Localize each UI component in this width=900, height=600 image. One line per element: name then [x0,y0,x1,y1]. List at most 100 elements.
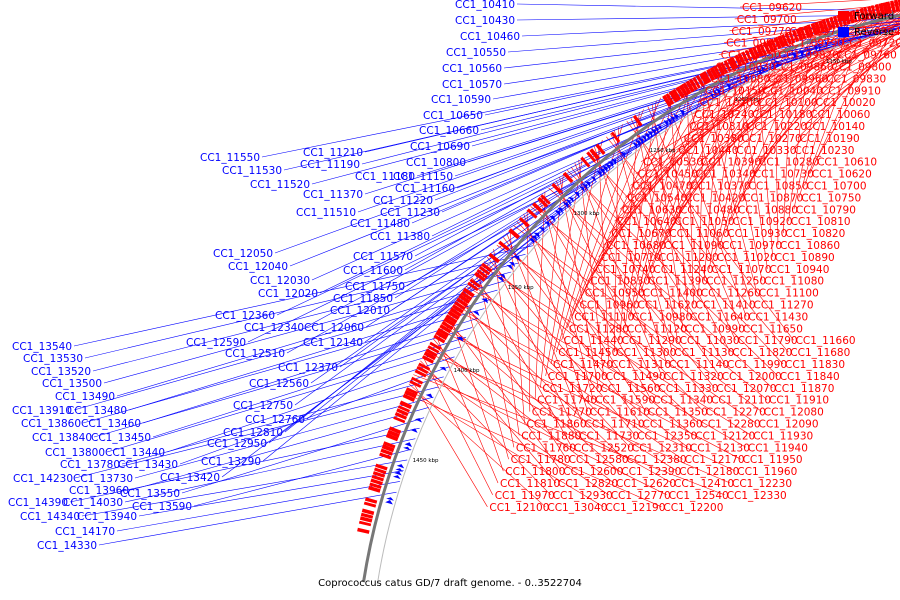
reverse-gene [396,464,405,469]
gene-label-forward: CC1_09640 [847,26,900,38]
gene-label-reverse: CC1_13290 [201,456,261,468]
gene-label-forward: CC1_10230 [794,145,854,157]
legend-item-reverse: Reverse [838,24,894,40]
map-caption: Coprococcus catus GD/7 draft genome. - 0… [318,578,582,589]
gene-label-forward: CC1_10930 [727,228,787,240]
leader-line [734,20,900,151]
leader-line [456,298,625,460]
forward-gene [859,7,866,21]
leader-line [306,212,564,420]
gene-label-reverse: CC1_13480 [67,405,127,417]
gene-label-reverse: CC1_12360 [215,310,275,322]
forward-gene [870,5,877,18]
leader-line [513,225,762,412]
leader-line [614,127,619,353]
forward-gene [532,202,544,214]
reverse-gene [679,109,685,117]
leader-line [468,281,689,448]
gene-label-forward: CC1_10730 [754,169,814,181]
gene-label-forward: CC1_11490 [606,371,666,383]
gene-label-reverse: CC1_12030 [250,275,310,287]
leader-line [411,75,758,224]
leader-line [739,0,872,8]
reverse-gene [472,311,480,316]
leader-line [526,210,531,412]
leader-line [594,146,668,365]
gene-label-reverse: CC1_14230 [13,473,73,485]
gene-label-reverse: CC1_11750 [345,281,405,293]
tick-label: 1400 kbp [454,368,480,374]
reverse-gene [709,91,714,99]
gene-label-reverse: CC1_10690 [410,141,470,153]
leader-line [598,143,610,365]
leader-line [698,71,705,293]
leader-line [166,356,455,453]
tick-label: 1250 kbp [650,148,676,154]
gene-label-forward: CC1_12600 [563,466,623,478]
gene-label-forward: CC1_12130 [690,442,750,454]
gene-label-reverse: CC1_14390 [8,497,68,509]
forward-gene [402,393,416,402]
leader-line [739,26,900,139]
leader-line [686,22,900,127]
forward-gene [734,54,743,67]
reverse-gene [528,238,535,244]
leader-line [614,18,828,222]
forward-gene [874,4,881,17]
genome-backbone-arc [362,13,900,583]
forward-gene [447,310,460,321]
leader-line [519,217,647,412]
leader-line [116,481,400,532]
gene-label-forward: CC1_11320 [664,371,724,383]
gene-label-reverse: CC1_13460 [81,418,141,430]
reverse-gene [599,168,605,175]
reverse-gene [743,74,747,82]
leader-line [103,271,512,384]
gene-label-reverse: CC1_10590 [431,94,491,106]
leader-line [124,438,416,503]
reverse-gene [582,183,588,190]
gene-label-forward: CC1_10380 [684,133,744,145]
reverse-gene [608,161,614,168]
gene-label-reverse: CC1_11520 [250,179,310,191]
gene-label-reverse: CC1_10570 [442,79,502,91]
gene-label-forward: CC1_11940 [748,442,808,454]
gene-label-forward: CC1_09720 [842,38,900,50]
leader-line [516,14,900,21]
gene-label-forward: CC1_12180 [679,466,739,478]
gene-label-forward: CC1_12350 [637,430,697,442]
leader-line [98,491,397,546]
leader-line [448,311,504,472]
forward-gene [610,131,621,143]
forward-gene [766,39,775,53]
forward-gene [551,182,563,194]
forward-gene [580,156,591,168]
leader-line [106,346,461,453]
gene-label-forward: CC1_10750 [801,192,861,204]
gene-label-forward: CC1_11250 [706,276,766,288]
leader-line [427,347,673,484]
gene-label-forward: CC1_09860 [774,62,834,74]
forward-gene [784,32,792,45]
leader-line [357,66,779,213]
leader-line [626,121,794,341]
tick-label: 1200 kbp [734,97,760,103]
gene-label-forward: CC1_10850 [749,181,809,193]
leader-line [740,9,858,198]
leader-line [708,22,900,79]
gene-label-forward: CC1_11680 [790,347,850,359]
gene-label-forward: CC1_11660 [796,335,856,347]
reverse-gene [395,468,403,472]
forward-gene [748,47,757,61]
reverse-gene [414,418,422,423]
gene-label-forward: CC1_10630 [622,204,682,216]
forward-gene [595,143,606,155]
forward-gene [716,63,726,76]
legend: Forward Reverse [838,8,894,40]
leader-line [682,84,752,305]
gene-label-reverse: CC1_11210 [303,147,363,159]
forward-gene [825,18,833,31]
gene-label-forward: CC1_10140 [805,121,865,133]
reverse-swatch [838,27,849,37]
gene-label-reverse: CC1_12050 [213,248,273,260]
